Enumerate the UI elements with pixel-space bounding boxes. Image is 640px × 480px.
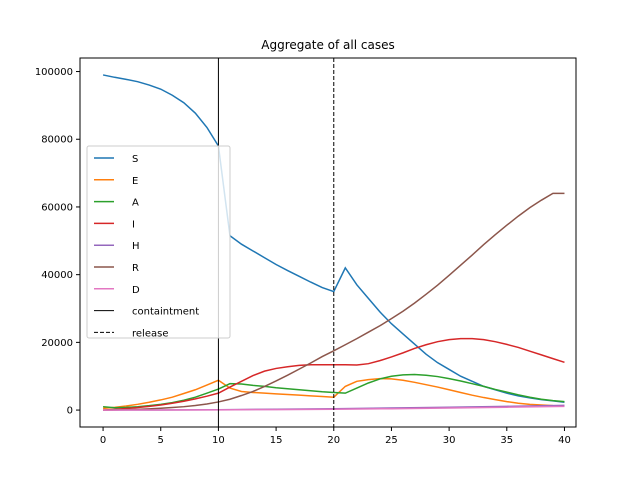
legend-item-r: R	[94, 263, 139, 274]
x-tick-label: 40	[558, 435, 571, 446]
legend-label: I	[132, 219, 135, 230]
y-tick-label: 80000	[41, 135, 73, 146]
legend-item-e: E	[94, 176, 138, 187]
y-tick-label: 60000	[41, 202, 73, 213]
legend-item-release: release	[94, 328, 168, 339]
y-tick-label: 20000	[41, 338, 73, 349]
x-tick-label: 0	[100, 435, 106, 446]
legend-label: E	[132, 176, 138, 187]
legend-box	[86, 145, 231, 339]
legend-label: A	[132, 198, 139, 209]
series-a-line	[103, 373, 565, 409]
legend-label: containtment	[132, 307, 199, 318]
x-tick-label: 35	[500, 435, 513, 446]
legend-item-d: D	[94, 285, 140, 296]
legend-label: S	[132, 154, 138, 165]
legend-item-s: S	[94, 154, 138, 165]
legend-item-a: A	[94, 198, 139, 209]
x-tick-label: 15	[270, 435, 283, 446]
y-tick-label: 40000	[41, 270, 73, 281]
x-tick-label: 5	[158, 435, 164, 446]
legend-item-h: H	[94, 241, 140, 252]
x-tick-label: 25	[385, 435, 398, 446]
x-tick-label: 10	[212, 435, 225, 446]
plot-lines	[102, 58, 565, 427]
chart-title: Aggregate of all cases	[261, 38, 394, 52]
legend-item-i: I	[94, 219, 135, 230]
legend-label: H	[132, 241, 140, 252]
y-tick-label: 0	[67, 406, 73, 417]
x-tick-label: 30	[443, 435, 456, 446]
legend-label: release	[132, 328, 168, 339]
legend-label: R	[132, 263, 139, 274]
y-tick-label: 100000	[35, 67, 73, 78]
y-axis: 0 20000 40000 60000 80000 100000	[35, 67, 80, 417]
plot-frame	[79, 57, 577, 428]
series-r-line	[103, 192, 565, 411]
legend-label: D	[132, 285, 140, 296]
x-tick-label: 20	[327, 435, 340, 446]
legend-item-containtment: containtment	[94, 307, 199, 318]
x-axis: 0 5 10 15 20 25 30 35 40	[100, 427, 571, 446]
